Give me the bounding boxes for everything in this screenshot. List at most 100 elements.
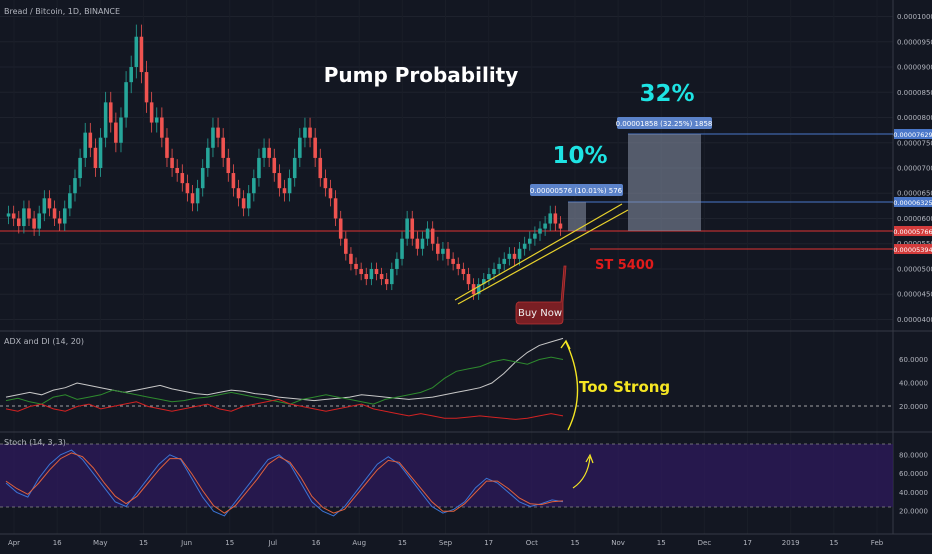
candle-body xyxy=(405,218,409,239)
candle-body xyxy=(11,213,16,219)
candle-body xyxy=(502,258,507,264)
time-tick-label: Jun xyxy=(180,539,192,547)
candle-body xyxy=(492,268,496,275)
candle-body xyxy=(231,173,236,189)
price-tick-label: 0.00007000 xyxy=(897,164,932,172)
time-tick-label: May xyxy=(93,539,107,547)
measure-box-small[interactable] xyxy=(568,202,586,231)
measure-box-big[interactable] xyxy=(628,134,701,231)
stoch-tick-label: 60.0000 xyxy=(899,470,928,478)
time-tick-label: 2019 xyxy=(782,539,800,547)
target-high-badge xyxy=(894,129,932,139)
pct-small-label: 10% xyxy=(552,143,607,169)
time-axis-ticks: Apr 16 May 15 Jun 15 Jul 16 Aug 15 Sep 17 Oct 15 Nov 15… xyxy=(8,539,884,547)
candle-body xyxy=(27,208,31,219)
stoch-tick-label: 80.0000 xyxy=(899,451,928,459)
candle-body xyxy=(369,268,374,280)
candle-body xyxy=(384,279,389,285)
entry-badge-text: 0.00005766 xyxy=(893,228,932,236)
price-tick-label: 0.00004000 xyxy=(897,316,932,324)
candle-body xyxy=(512,253,517,259)
candle-body xyxy=(221,137,225,158)
candle-body xyxy=(517,248,522,259)
candle-body xyxy=(323,178,328,189)
candle-body xyxy=(282,188,287,194)
candle-body xyxy=(538,228,542,234)
time-tick-label: Dec xyxy=(698,539,712,547)
adx-axis-ticks: 60.0000 40.0000 20.0000 xyxy=(899,356,928,411)
price-tick-label: 0.00005000 xyxy=(897,265,932,273)
candle-body xyxy=(200,167,205,189)
candle-body xyxy=(522,243,527,249)
candle-body xyxy=(68,193,72,209)
candle-body xyxy=(16,218,21,227)
candle-body xyxy=(165,137,169,158)
adx-tick-label: 20.0000 xyxy=(899,403,928,411)
time-tick-label: Nov xyxy=(611,539,625,547)
stoch-arrow-head-icon xyxy=(585,453,594,464)
candle-body xyxy=(359,268,363,275)
candle-body xyxy=(154,117,159,123)
candle-body xyxy=(466,274,471,285)
candle-body xyxy=(548,213,553,224)
stoch-tick-label: 20.0000 xyxy=(899,508,928,516)
candle-body xyxy=(543,223,547,229)
candle-body xyxy=(139,36,144,73)
candle-body xyxy=(47,198,52,209)
trendline-lower[interactable] xyxy=(454,203,623,301)
candle-body xyxy=(292,157,297,179)
target-low-badge xyxy=(894,197,932,207)
candle-body xyxy=(298,137,302,158)
adx-tick-label: 40.0000 xyxy=(899,380,928,388)
candle-body xyxy=(364,274,369,280)
candle-body xyxy=(160,117,164,138)
candle-body xyxy=(328,188,333,199)
time-tick-label: Feb xyxy=(871,539,884,547)
candle-body xyxy=(558,223,563,229)
time-tick-label: 16 xyxy=(312,539,321,547)
stoch-band xyxy=(0,444,893,507)
time-tick-label: 16 xyxy=(53,539,62,547)
candle-body xyxy=(425,228,430,239)
price-tick-label: 0.00008000 xyxy=(897,114,932,122)
time-tick-label: 15 xyxy=(139,539,148,547)
price-tick-label: 0.00008500 xyxy=(897,89,932,97)
candle-body xyxy=(507,253,512,259)
candle-body xyxy=(410,218,415,239)
candle-body xyxy=(338,218,343,239)
trendline-upper[interactable] xyxy=(457,209,629,305)
candle-body xyxy=(185,183,190,194)
candle-body xyxy=(287,178,292,194)
candle-body xyxy=(180,173,185,184)
candle-body xyxy=(313,137,317,158)
stoch-layer xyxy=(5,449,564,517)
measure-big-text: 0.00001858 (32.25%) 1858 xyxy=(616,120,713,128)
candle-body xyxy=(114,122,118,143)
candle-body xyxy=(6,213,11,217)
candle-body xyxy=(451,258,455,264)
price-tick-label: 0.00004500 xyxy=(897,291,932,299)
candle-body xyxy=(98,137,103,168)
candle-body xyxy=(190,193,195,204)
candle-body xyxy=(119,117,123,143)
candle-body xyxy=(374,268,379,275)
candles-layer xyxy=(6,24,563,300)
candle-body xyxy=(129,67,133,83)
candle-body xyxy=(195,188,200,204)
candle-body xyxy=(246,193,251,209)
candle-body xyxy=(533,233,537,239)
candle-body xyxy=(134,36,139,68)
candle-body xyxy=(57,218,62,224)
too-strong-label: Too Strong xyxy=(579,378,670,396)
candle-body xyxy=(497,263,501,269)
candle-body xyxy=(420,238,425,249)
candle-body xyxy=(216,127,220,138)
candle-body xyxy=(22,208,26,227)
candle-body xyxy=(144,72,149,103)
stop-badge-text: 0.00005394 xyxy=(893,246,932,254)
buy-now-callout[interactable] xyxy=(515,265,567,325)
adx-curved-arrow xyxy=(565,341,579,431)
candle-body xyxy=(487,274,491,280)
candle-body xyxy=(32,218,36,229)
